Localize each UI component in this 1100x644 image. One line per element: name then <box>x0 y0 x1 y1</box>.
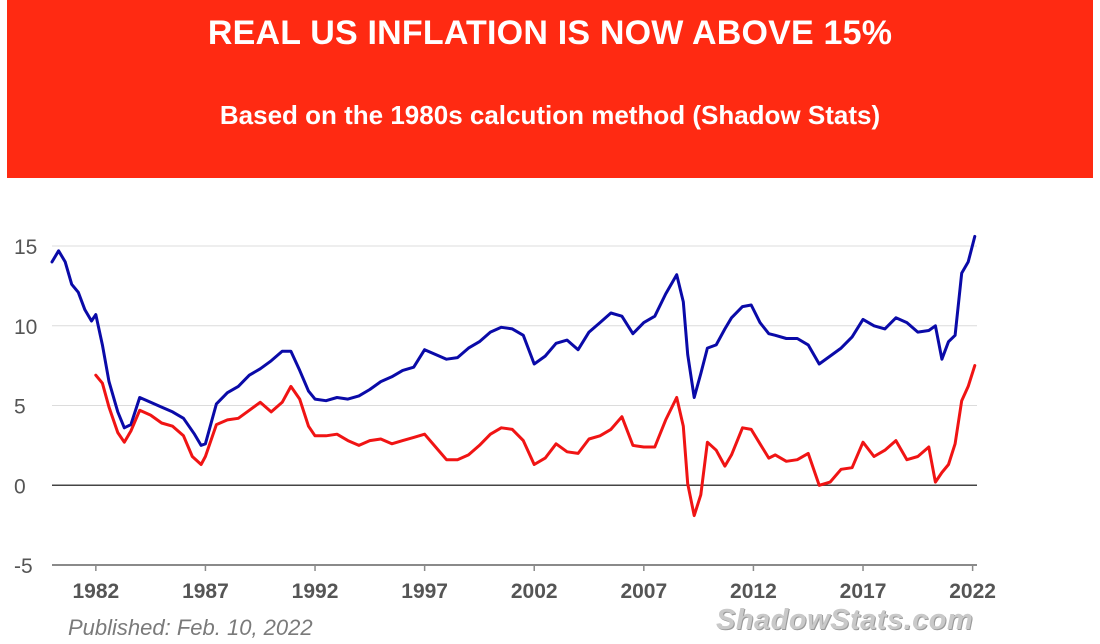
x-tick-label: 2012 <box>730 580 777 603</box>
x-tick-label: 1982 <box>72 580 119 603</box>
series-line-alternate-cpi <box>50 234 977 447</box>
y-tick-label: -5 <box>14 555 33 578</box>
x-tick-label: 2022 <box>949 580 996 603</box>
y-tick-label: 5 <box>14 396 26 419</box>
y-tick-label: 15 <box>14 236 37 259</box>
series <box>50 234 977 518</box>
series-line-official-cpi <box>94 364 977 518</box>
chart-title: REAL US INFLATION IS NOW ABOVE 15% <box>207 14 893 52</box>
published-date: Published: Feb. 10, 2022 <box>68 615 313 640</box>
x-tick-label: 2007 <box>620 580 667 603</box>
x-tick-label: 1992 <box>292 580 339 603</box>
x-tick-label: 1987 <box>182 580 229 603</box>
axes: -5 0 5 10 15 1982 1987 1992 1997 2002 2007 2012 2017… <box>14 236 996 603</box>
x-tick-label: 2017 <box>840 580 887 603</box>
chart-subtitle: Based on the 1980s calcution method (Sha… <box>219 100 881 130</box>
shadowstats-brand: ShadowStats.com <box>716 604 974 636</box>
y-tick-label: 10 <box>14 316 37 339</box>
y-tick-label: 0 <box>14 475 26 498</box>
title-banner: REAL US INFLATION IS NOW ABOVE 15% Based… <box>7 0 1093 178</box>
x-tick-label: 1997 <box>401 580 448 603</box>
x-tick-label: 2002 <box>511 580 558 603</box>
